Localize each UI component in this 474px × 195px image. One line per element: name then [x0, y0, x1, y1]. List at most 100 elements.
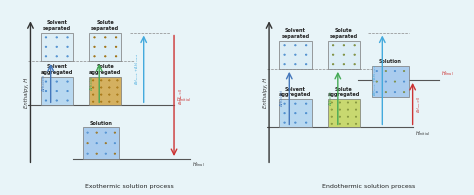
Circle shape	[295, 64, 296, 65]
Circle shape	[347, 109, 348, 110]
Circle shape	[354, 64, 355, 65]
Circle shape	[117, 87, 118, 88]
Circle shape	[295, 103, 296, 104]
Circle shape	[331, 102, 332, 103]
Circle shape	[116, 37, 117, 38]
Circle shape	[67, 37, 68, 38]
Circle shape	[347, 102, 348, 103]
Bar	[372, 66, 409, 97]
Circle shape	[306, 122, 307, 123]
Circle shape	[306, 103, 307, 104]
Text: Solution: Solution	[90, 121, 113, 126]
Circle shape	[56, 46, 57, 47]
Circle shape	[87, 143, 88, 144]
Circle shape	[105, 46, 106, 47]
Circle shape	[116, 56, 117, 57]
Circle shape	[56, 37, 57, 38]
Text: Endothermic solution process: Endothermic solution process	[321, 184, 415, 189]
Circle shape	[284, 54, 285, 55]
Circle shape	[306, 45, 307, 46]
Circle shape	[306, 64, 307, 65]
Circle shape	[96, 132, 97, 133]
Circle shape	[105, 37, 106, 38]
Text: $\Delta H_{\sf solute}+\Delta H_{\sf solvent}$: $\Delta H_{\sf solute}+\Delta H_{\sf sol…	[133, 52, 141, 85]
Text: Enthalpy, H: Enthalpy, H	[24, 77, 29, 108]
Text: Solvent
aggregated: Solvent aggregated	[279, 87, 311, 97]
Bar	[279, 99, 311, 127]
Circle shape	[284, 45, 285, 46]
Circle shape	[339, 116, 340, 117]
Circle shape	[94, 46, 95, 47]
Text: $\Delta H_{\sf solute}$: $\Delta H_{\sf solute}$	[89, 75, 96, 91]
Circle shape	[284, 64, 285, 65]
Text: $H_{\sf initial}$: $H_{\sf initial}$	[415, 129, 429, 138]
Text: $\Delta H_{\sf solute}$: $\Delta H_{\sf solute}$	[327, 90, 335, 106]
Circle shape	[295, 45, 296, 46]
Text: $\Delta H_{\sf mix}>0$: $\Delta H_{\sf mix}>0$	[416, 95, 423, 113]
Bar	[89, 77, 121, 105]
Circle shape	[284, 122, 285, 123]
Text: $\Delta H_{\sf mix}<0$: $\Delta H_{\sf mix}<0$	[177, 87, 185, 105]
Circle shape	[56, 100, 57, 101]
Circle shape	[339, 102, 340, 103]
Circle shape	[87, 153, 88, 154]
Circle shape	[347, 116, 348, 117]
Text: $H_{\sf final}$: $H_{\sf final}$	[192, 160, 205, 169]
Circle shape	[376, 81, 377, 82]
Text: $\Delta H_{\sf solvent}$: $\Delta H_{\sf solvent}$	[279, 89, 286, 107]
Circle shape	[67, 56, 68, 57]
Circle shape	[105, 56, 106, 57]
Text: Solvent
separated: Solvent separated	[43, 20, 71, 31]
Text: Solvent
separated: Solvent separated	[281, 28, 310, 39]
Circle shape	[67, 81, 68, 82]
Bar	[328, 41, 360, 69]
Text: $\Delta H_{\sf solute}+\Delta H_{\sf solvent}$: $\Delta H_{\sf solute}+\Delta H_{\sf sol…	[372, 64, 379, 96]
Circle shape	[333, 54, 334, 55]
Text: $H_{\sf final}$: $H_{\sf final}$	[441, 69, 454, 78]
Circle shape	[333, 64, 334, 65]
Text: Solute
separated: Solute separated	[91, 20, 119, 31]
Text: Solute
aggregated: Solute aggregated	[89, 65, 121, 75]
Circle shape	[116, 46, 117, 47]
Circle shape	[117, 80, 118, 81]
Circle shape	[295, 122, 296, 123]
Circle shape	[67, 100, 68, 101]
Circle shape	[87, 132, 88, 133]
Bar	[41, 33, 73, 61]
Bar	[89, 33, 121, 61]
Circle shape	[67, 46, 68, 47]
Text: Solvent
aggregated: Solvent aggregated	[41, 65, 73, 75]
Circle shape	[117, 94, 118, 95]
Circle shape	[105, 153, 106, 154]
Circle shape	[94, 56, 95, 57]
Circle shape	[331, 109, 332, 110]
Circle shape	[339, 109, 340, 110]
Circle shape	[284, 103, 285, 104]
Circle shape	[306, 54, 307, 55]
Circle shape	[385, 81, 386, 82]
Text: Enthalpy, H: Enthalpy, H	[263, 77, 267, 108]
Circle shape	[94, 37, 95, 38]
Bar	[279, 41, 311, 69]
Bar	[83, 127, 119, 159]
Circle shape	[354, 45, 355, 46]
Text: Solute
aggregated: Solute aggregated	[328, 87, 360, 97]
Circle shape	[354, 54, 355, 55]
Text: $H_{\sf initial}$: $H_{\sf initial}$	[176, 95, 191, 104]
Circle shape	[105, 132, 106, 133]
Circle shape	[394, 81, 395, 82]
Circle shape	[96, 143, 97, 144]
Circle shape	[56, 56, 57, 57]
Text: Solution: Solution	[379, 59, 402, 64]
Circle shape	[333, 45, 334, 46]
Bar	[328, 99, 360, 127]
Bar	[41, 77, 73, 105]
Circle shape	[117, 101, 118, 102]
Circle shape	[105, 143, 106, 144]
Text: Exothermic solution process: Exothermic solution process	[85, 184, 174, 189]
Text: Solute
separated: Solute separated	[330, 28, 358, 39]
Circle shape	[96, 153, 97, 154]
Circle shape	[295, 54, 296, 55]
Text: $\Delta H_{\sf solvent}$: $\Delta H_{\sf solvent}$	[40, 74, 48, 92]
Circle shape	[56, 81, 57, 82]
